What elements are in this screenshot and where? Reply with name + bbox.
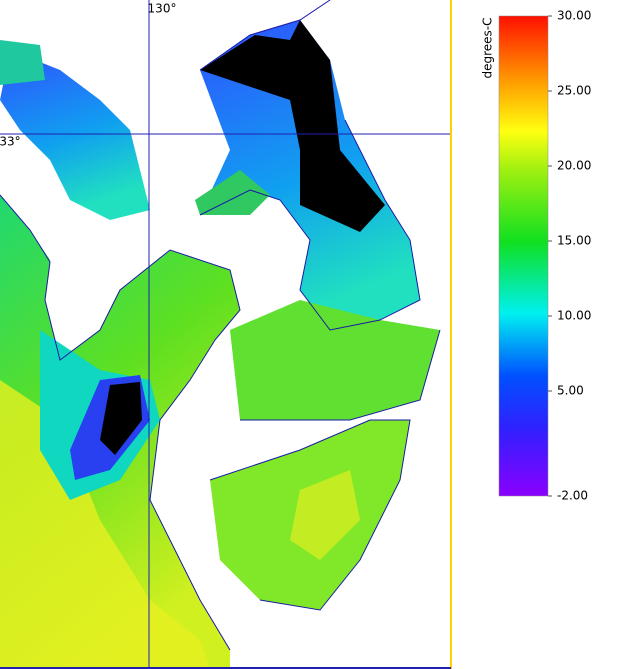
sst-region (0, 50, 150, 220)
sst-region (100, 382, 142, 455)
coastline (0, 194, 241, 651)
coastline (209, 329, 441, 611)
colorbar-tick-label: -2.00 (557, 489, 588, 503)
colorbar-tick-label: 10.00 (557, 309, 591, 323)
colorbar-tick-label: 25.00 (557, 84, 591, 98)
colorbar: degrees-C 30.00 25.00 20.00 15.00 10.00 5.00 -… (481, 9, 592, 503)
latitude-label: 33° (0, 135, 21, 149)
sst-region (230, 300, 440, 420)
sst-region (290, 470, 360, 560)
sst-field (0, 20, 440, 669)
colorbar-tick-label: 20.00 (557, 159, 591, 173)
sst-region (0, 40, 45, 85)
sst-region (195, 170, 270, 215)
coastlines (0, 0, 441, 651)
coastline (199, 0, 421, 331)
colorbar-tick-label: 30.00 (557, 9, 591, 23)
colorbar-tick-label: 5.00 (557, 384, 584, 398)
colorbar-tick-label: 15.00 (557, 234, 591, 248)
colorbar-title: degrees-C (481, 17, 495, 78)
longitude-label: 130° (148, 2, 177, 16)
colorbar-scale (498, 15, 549, 497)
sst-region (200, 20, 385, 232)
